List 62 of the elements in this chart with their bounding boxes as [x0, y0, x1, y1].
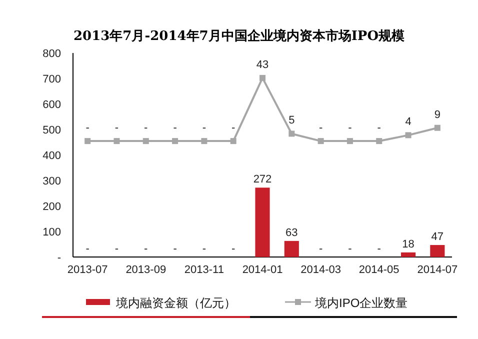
- point: [230, 138, 236, 144]
- data-label: 5: [288, 114, 295, 127]
- data-label: -: [86, 243, 90, 255]
- data-label: 63: [286, 226, 298, 239]
- x-tick-label: 2013-09: [126, 264, 166, 276]
- data-label: -: [232, 243, 236, 255]
- x-tick-label: 2013-11: [184, 264, 224, 276]
- point: [346, 138, 353, 144]
- y-tick-label: 700: [42, 74, 61, 86]
- data-label: 43: [256, 58, 269, 71]
- point: [201, 138, 208, 144]
- data-label: -: [348, 243, 352, 255]
- y-tick-label: 100: [42, 226, 61, 238]
- y-tick-label: 200: [42, 201, 61, 213]
- data-label: -: [377, 243, 382, 255]
- data-label: 18: [402, 238, 414, 250]
- chart-title: 2013年7月-2014年7月中国企业境内资本市场IPO规模: [73, 28, 405, 44]
- data-label: -: [202, 122, 206, 134]
- x-tick-label: 2014-01: [242, 264, 283, 276]
- data-label: -: [202, 243, 206, 255]
- data-label: -: [114, 243, 119, 255]
- y-tick-label: 400: [42, 150, 61, 162]
- data-label: -: [377, 122, 382, 134]
- x-tick-label: 2014-03: [300, 264, 341, 276]
- data-label: 4: [405, 116, 412, 128]
- point: [142, 138, 149, 144]
- bar: [255, 188, 270, 257]
- y-tick-label: 800: [42, 48, 61, 60]
- data-label: -: [173, 243, 178, 255]
- point: [260, 74, 266, 81]
- point: [405, 132, 412, 138]
- y-tick-label: 600: [42, 99, 61, 111]
- y-tick-label: 500: [42, 124, 61, 136]
- bar: [284, 240, 299, 257]
- bar: [430, 245, 445, 257]
- point: [114, 138, 120, 144]
- data-label: 9: [434, 108, 440, 121]
- y-tick-label: 300: [42, 176, 61, 188]
- legend-label: 境内融资金额（亿元）: [115, 296, 236, 310]
- data-label: -: [144, 122, 148, 134]
- bar: [400, 252, 416, 257]
- legend-label: 境内IPO企业数量: [314, 296, 408, 310]
- x-tick-label: 2013-07: [67, 264, 108, 276]
- point: [288, 130, 295, 137]
- data-label: -: [144, 243, 148, 255]
- data-label: -: [86, 122, 90, 134]
- data-label: -: [318, 122, 323, 134]
- x-tick-label: 2014-07: [417, 264, 458, 276]
- data-label: -: [114, 122, 119, 134]
- data-label: 272: [253, 174, 272, 186]
- point: [84, 138, 91, 144]
- data-label: 47: [431, 231, 444, 244]
- point: [376, 138, 382, 144]
- data-label: -: [173, 122, 178, 134]
- point: [172, 138, 178, 144]
- point: [318, 138, 324, 144]
- point: [434, 124, 440, 131]
- data-label: -: [318, 243, 323, 255]
- y-tick-label: -: [57, 252, 62, 264]
- x-tick-label: 2014-05: [358, 264, 400, 276]
- data-label: -: [232, 122, 236, 134]
- data-label: -: [348, 122, 352, 134]
